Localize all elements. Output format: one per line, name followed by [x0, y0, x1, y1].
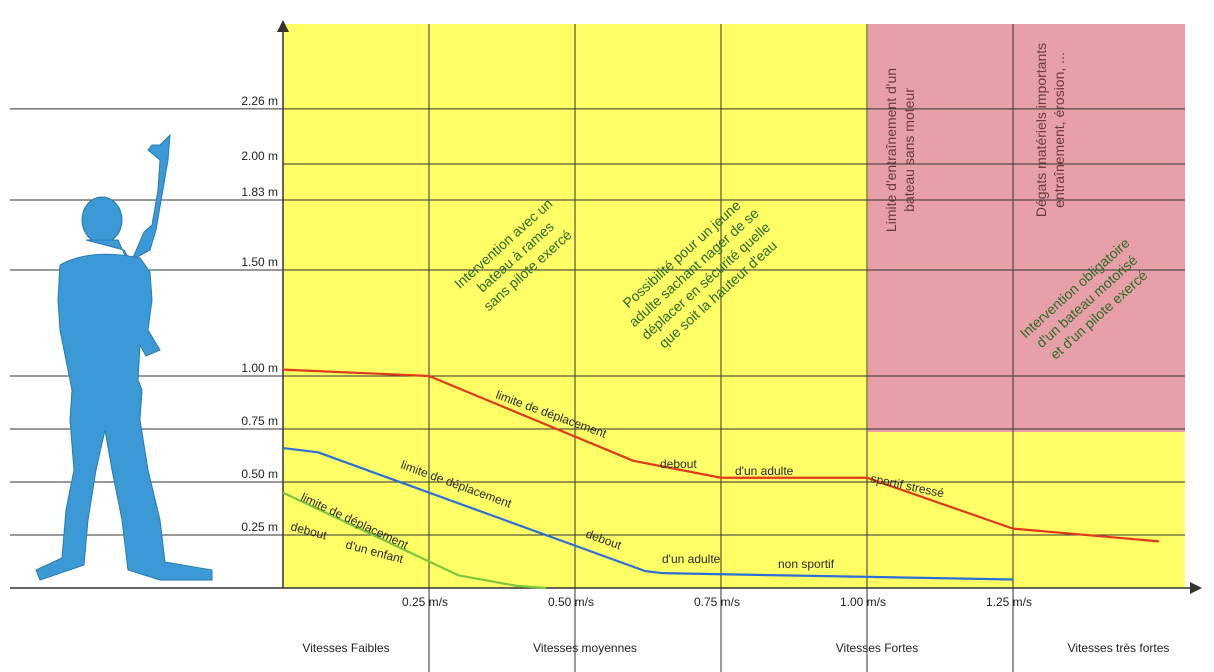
- annotation-limite-entrainement: Limite d'entraînement d'un bateau sans m…: [883, 68, 917, 232]
- y-tick-label: 0.25 m: [241, 520, 278, 534]
- annotation-line: Limite d'entraînement d'un: [883, 68, 899, 232]
- x-tick-labels: 0.25 m/s 0.50 m/s 0.75 m/s 1.00 m/s 1.25 m/s: [402, 595, 1032, 609]
- x-tick-label: 1.25 m/s: [986, 595, 1032, 609]
- annotation-line: Dégats matériels importants: [1033, 43, 1049, 217]
- red-curve-label: d'un adulte: [735, 464, 794, 478]
- depth-limit-curve: [282, 491, 546, 590]
- human-figure: [35, 133, 213, 581]
- y-tick-label: 0.50 m: [241, 467, 278, 481]
- depth-limit-curve: [282, 446, 1014, 581]
- red-zone: [868, 24, 1185, 432]
- annotation-degats: Dégats matériels importants entraînement…: [1033, 43, 1067, 217]
- speed-category-labels: Vitesses Faibles Vitesses moyennes Vitesse…: [302, 641, 1169, 655]
- speed-category-label: Vitesses Faibles: [302, 641, 389, 655]
- blue-curve-label: non sportif: [778, 557, 835, 571]
- depth-limit-curves: [282, 368, 1160, 590]
- x-tick-label: 0.50 m/s: [548, 595, 594, 609]
- y-tick-label: 0.75 m: [241, 414, 278, 428]
- y-tick-label: 1.83 m: [241, 185, 278, 199]
- annotation-line: bateau sans moteur: [901, 88, 917, 212]
- y-tick-label: 2.26 m: [241, 94, 278, 108]
- x-tick-label: 0.25 m/s: [402, 595, 448, 609]
- speed-category-label: Vitesses Fortes: [836, 641, 918, 655]
- y-tick-label: 1.00 m: [241, 361, 278, 375]
- y-tick-label: 2.00 m: [241, 149, 278, 163]
- speed-category-label: Vitesses très fortes: [1068, 641, 1170, 655]
- depth-limit-curve: [282, 368, 1160, 543]
- speed-gridlines: [428, 24, 1014, 672]
- y-axis-arrow: [277, 20, 289, 32]
- blue-curve-label: d'un adulte: [662, 552, 721, 566]
- speed-category-label: Vitesses moyennes: [533, 641, 637, 655]
- annotation-line: entraînement, érosion, ...: [1051, 52, 1067, 208]
- red-curve-label: debout: [660, 457, 697, 471]
- y-tick-labels: 2.26 m 2.00 m 1.83 m 1.50 m 1.00 m 0.75 m 0.50…: [241, 94, 278, 534]
- x-tick-label: 1.00 m/s: [840, 595, 886, 609]
- y-tick-label: 1.50 m: [241, 255, 278, 269]
- x-axis-arrow: [1190, 582, 1202, 594]
- height-gridlines: [10, 108, 1185, 536]
- x-tick-label: 0.75 m/s: [694, 595, 740, 609]
